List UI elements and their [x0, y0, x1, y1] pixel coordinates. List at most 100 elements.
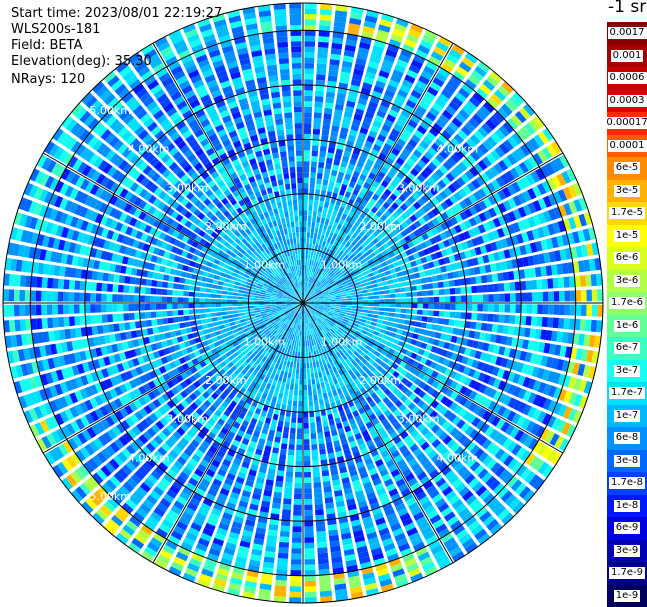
- beta-cell: [405, 99, 417, 109]
- beta-cell: [293, 362, 297, 369]
- beta-cell: [269, 424, 277, 431]
- beta-cell: [206, 517, 218, 527]
- beta-cell: [163, 493, 175, 504]
- beta-cell: [182, 466, 193, 477]
- beta-cell: [345, 335, 352, 341]
- beta-cell: [289, 350, 293, 357]
- beta-cell: [230, 372, 237, 380]
- beta-cell: [52, 291, 58, 302]
- beta-cell: [341, 121, 350, 129]
- beta-cell: [311, 243, 316, 250]
- beta-cell: [491, 366, 500, 377]
- beta-cell: [44, 344, 52, 356]
- beta-cell: [314, 503, 324, 510]
- beta-cell: [540, 355, 549, 367]
- beta-cell: [471, 70, 484, 82]
- beta-cell: [223, 336, 230, 343]
- beta-cell: [341, 360, 348, 367]
- beta-cell: [322, 265, 327, 271]
- beta-cell: [427, 283, 434, 290]
- beta-cell: [351, 325, 358, 330]
- beta-cell: [331, 327, 337, 332]
- beta-cell: [402, 128, 412, 138]
- beta-cell: [380, 497, 391, 507]
- beta-cell: [481, 156, 492, 168]
- beta-cell: [365, 526, 376, 535]
- beta-cell: [186, 502, 198, 512]
- beta-cell: [541, 317, 549, 328]
- beta-cell: [294, 351, 298, 358]
- beta-cell: [328, 270, 334, 276]
- beta-cell: [326, 286, 333, 291]
- beta-cell: [312, 139, 320, 146]
- beta-cell: [438, 446, 449, 457]
- beta-cell: [404, 124, 415, 134]
- beta-cell: [418, 380, 427, 389]
- beta-cell: [419, 475, 431, 486]
- beta-cell: [337, 511, 348, 519]
- beta-cell: [509, 427, 520, 439]
- beta-cell: [518, 327, 526, 337]
- beta-cell: [312, 296, 319, 300]
- beta-cell: [264, 351, 271, 358]
- beta-cell: [579, 319, 587, 331]
- beta-cell: [321, 313, 328, 317]
- beta-cell: [318, 437, 325, 444]
- beta-cell: [518, 432, 529, 445]
- beta-cell: [374, 422, 383, 431]
- beta-cell: [362, 326, 370, 332]
- beta-cell: [313, 339, 317, 346]
- beta-cell: [500, 173, 511, 185]
- beta-cell: [566, 168, 577, 182]
- beta-cell: [342, 543, 354, 551]
- beta-cell: [526, 304, 533, 314]
- beta-cell: [596, 273, 603, 286]
- beta-cell: [268, 347, 274, 354]
- beta-cell: [464, 515, 477, 528]
- beta-cell: [310, 290, 315, 296]
- beta-cell: [420, 342, 428, 350]
- beta-cell: [268, 341, 274, 347]
- beta-cell: [333, 359, 339, 366]
- beta-cell: [580, 289, 587, 302]
- beta-cell: [537, 443, 548, 457]
- beta-cell: [218, 384, 226, 392]
- beta-cell: [324, 305, 331, 308]
- beta-cell: [388, 38, 402, 48]
- beta-cell: [320, 285, 325, 291]
- beta-cell: [454, 393, 464, 404]
- beta-cell: [322, 475, 331, 482]
- beta-cell: [393, 142, 404, 152]
- beta-cell: [428, 107, 440, 117]
- beta-cell: [364, 111, 375, 120]
- beta-cell: [251, 435, 259, 443]
- beta-cell: [343, 378, 349, 386]
- beta-cell: [365, 344, 372, 351]
- beta-cell: [474, 448, 485, 459]
- beta-cell: [194, 309, 200, 314]
- beta-cell: [468, 194, 478, 204]
- beta-cell: [409, 182, 418, 191]
- beta-cell: [413, 486, 424, 496]
- beta-cell: [203, 345, 211, 352]
- beta-cell: [289, 327, 294, 334]
- beta-cell: [245, 519, 256, 527]
- beta-cell: [334, 268, 340, 274]
- beta-cell: [307, 305, 313, 308]
- beta-cell: [306, 306, 312, 311]
- beta-cell: [425, 60, 438, 71]
- beta-cell: [311, 356, 316, 363]
- beta-cell: [459, 320, 466, 328]
- beta-cell: [297, 406, 303, 413]
- beta-cell: [66, 366, 75, 378]
- beta-cell: [321, 470, 330, 477]
- beta-cell: [339, 466, 348, 474]
- beta-cell: [268, 366, 274, 373]
- beta-cell: [304, 313, 306, 320]
- beta-cell: [145, 458, 157, 469]
- beta-cell: [332, 389, 338, 397]
- beta-cell: [318, 337, 323, 343]
- beta-cell: [394, 198, 403, 206]
- beta-cell: [323, 201, 330, 209]
- beta-cell: [319, 304, 325, 307]
